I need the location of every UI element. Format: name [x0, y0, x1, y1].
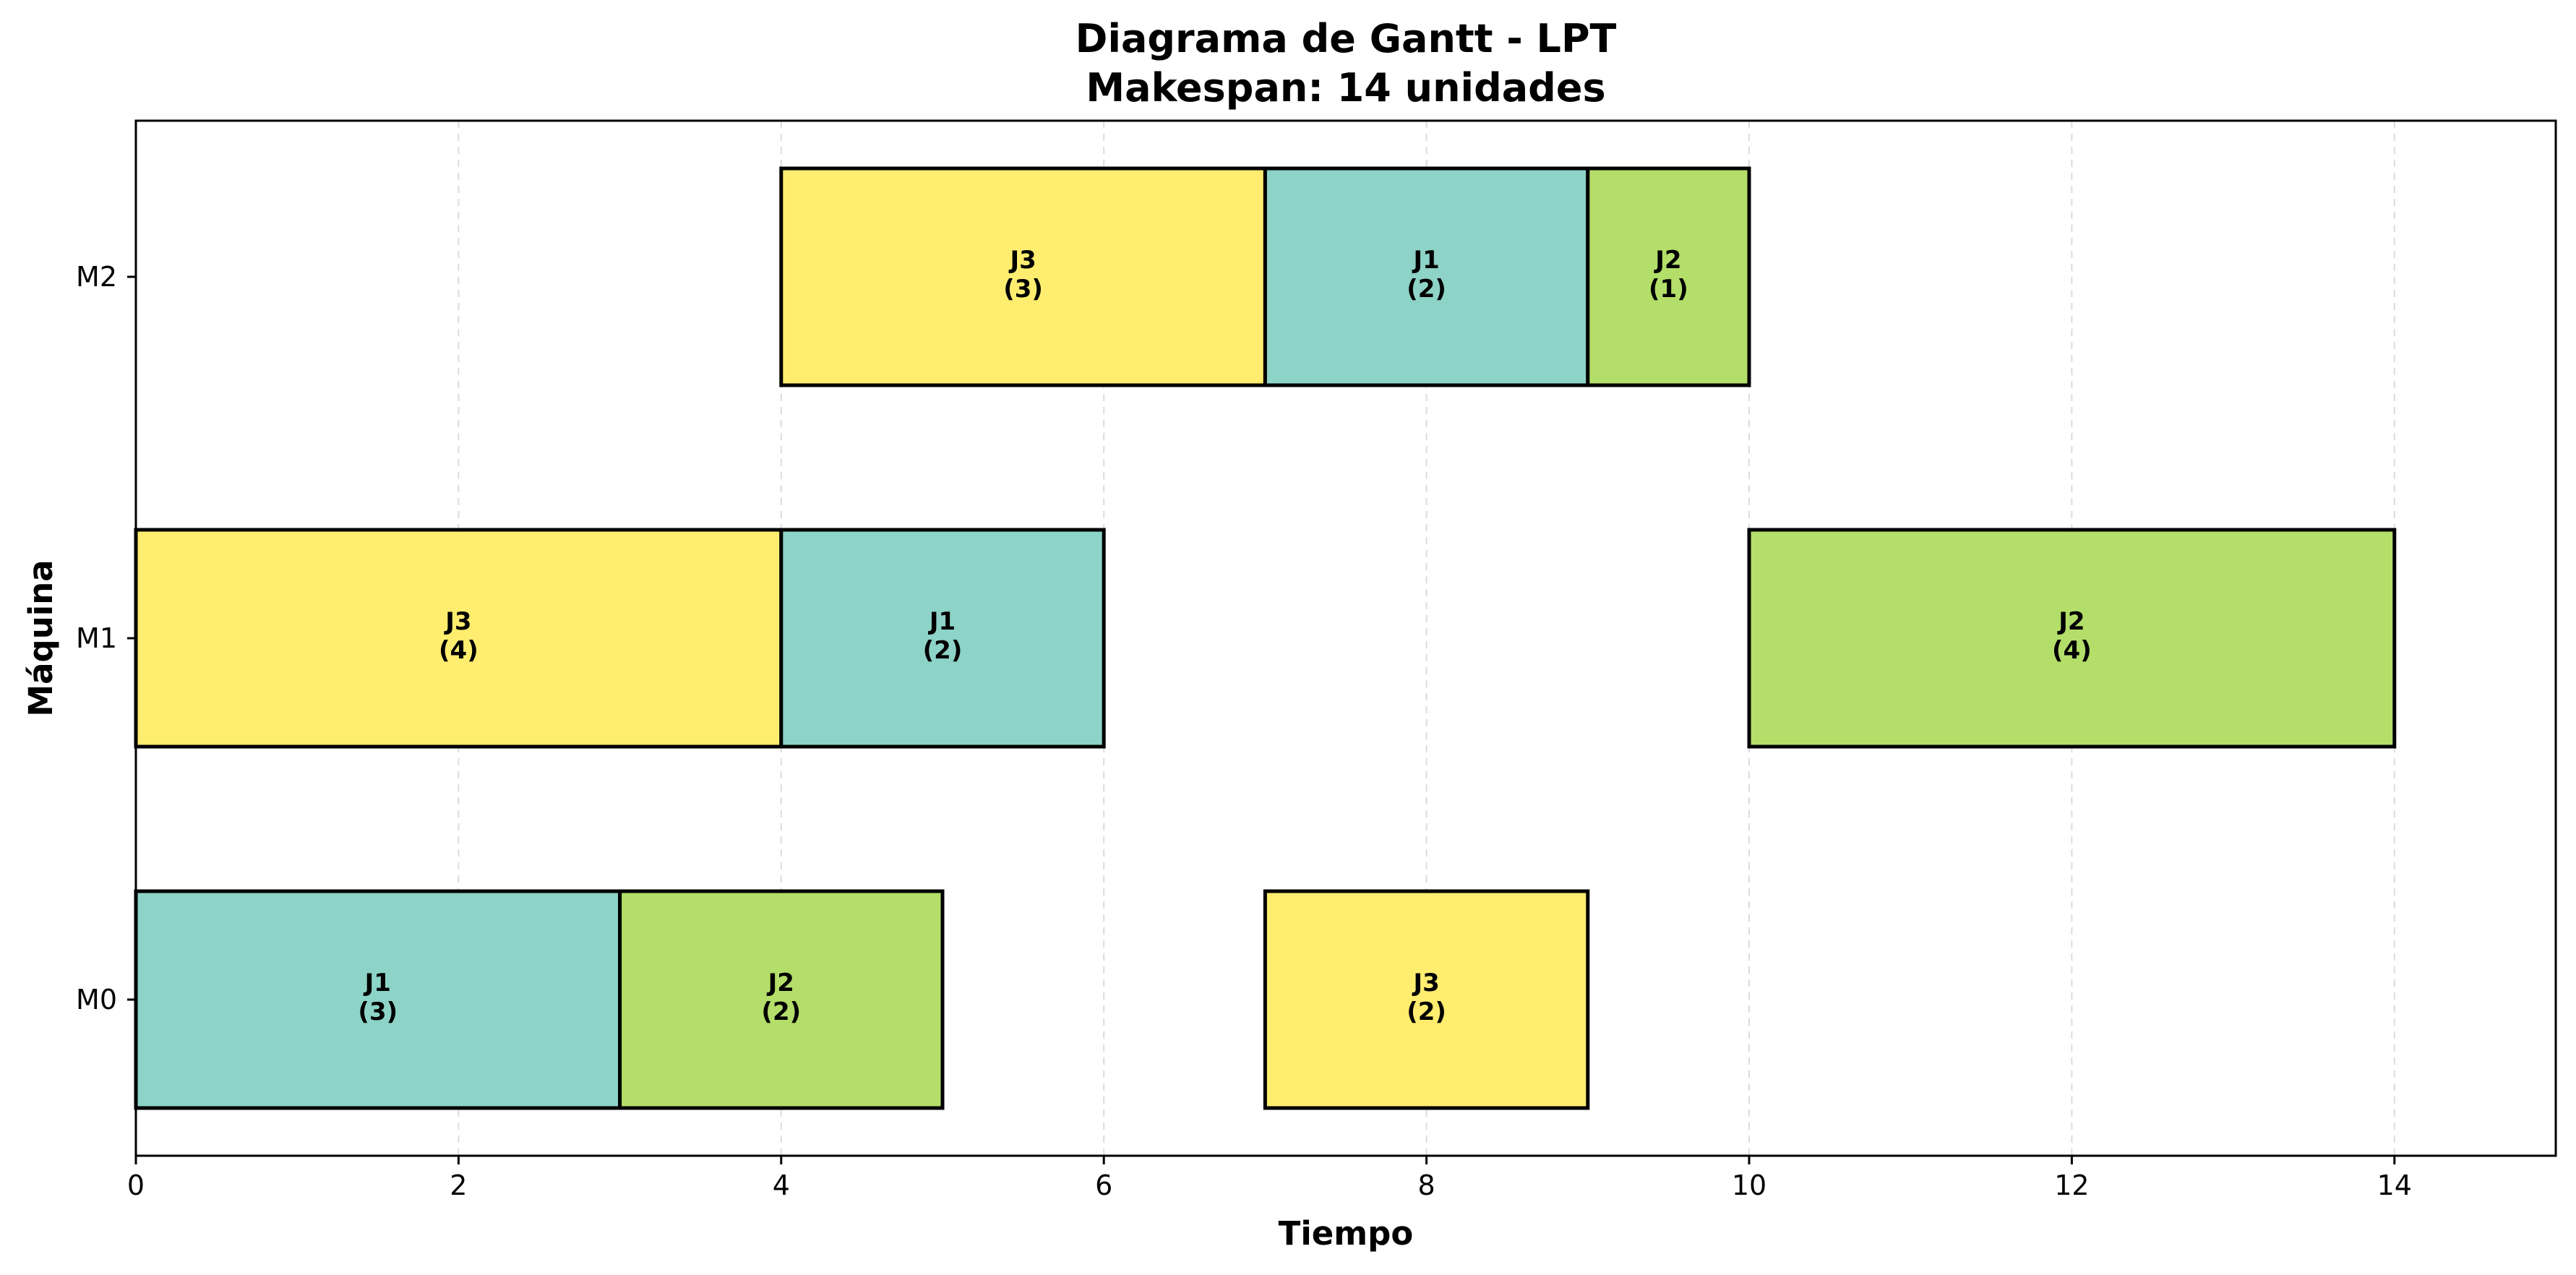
- x-tick-label: 10: [1732, 1169, 1766, 1201]
- y-axis-label: Máquina: [22, 559, 60, 716]
- x-tick-label: 14: [2377, 1169, 2412, 1201]
- y-tick-label: M1: [76, 622, 117, 654]
- task-job-label: J2: [767, 969, 794, 997]
- task-job-label: J3: [444, 607, 471, 636]
- task-bar: [1263, 166, 1590, 387]
- task-duration-label: (1): [1649, 275, 1688, 304]
- x-tick-label: 6: [1095, 1169, 1112, 1201]
- chart-subtitle: Makespan: 14 unidades: [1086, 65, 1605, 111]
- x-tick-label: 12: [2054, 1169, 2089, 1201]
- task-duration-label: (3): [358, 997, 398, 1026]
- task-bar: [779, 528, 1106, 749]
- x-tick-label: 2: [450, 1169, 467, 1201]
- task-bar: [1586, 166, 1751, 387]
- task-job-label: J2: [1654, 246, 1681, 275]
- task-job-label: J2: [2057, 607, 2085, 636]
- x-axis-label: Tiempo: [1279, 1214, 1414, 1253]
- task-bar: [134, 889, 622, 1110]
- task-job-label: J1: [1412, 246, 1439, 275]
- task-duration-label: (2): [1407, 275, 1446, 304]
- task-job-label: J1: [364, 969, 391, 997]
- task-bar: [779, 166, 1267, 387]
- task-duration-label: (2): [761, 997, 801, 1026]
- task-duration-label: (2): [1407, 997, 1446, 1026]
- y-tick-label: M2: [76, 261, 117, 293]
- task-duration-label: (3): [1003, 275, 1043, 304]
- x-tick-label: 0: [127, 1169, 145, 1201]
- task-duration-label: (2): [923, 636, 963, 665]
- task-bar: [1747, 528, 2397, 749]
- task-job-label: J3: [1412, 969, 1439, 997]
- task-bars: J1(3)J2(2)J3(2)J3(4)J1(2)J2(4)J3(3)J1(2)…: [134, 166, 2397, 1110]
- task-duration-label: (4): [439, 636, 478, 665]
- chart-title: Diagrama de Gantt - LPT: [1076, 16, 1617, 61]
- x-tick-label: 4: [773, 1169, 790, 1201]
- plot-area-frame: [134, 119, 2557, 1157]
- x-tick-label: 8: [1418, 1169, 1435, 1201]
- task-job-label: J1: [928, 607, 956, 636]
- task-bar: [618, 889, 945, 1110]
- task-job-label: J3: [1008, 246, 1036, 275]
- task-duration-label: (4): [2052, 636, 2092, 665]
- axis-ticks: 0 2 4 6 8 10 12 14 M0 M1 M2: [76, 261, 2412, 1201]
- task-bar: [1263, 889, 1590, 1110]
- y-tick-label: M0: [76, 984, 117, 1016]
